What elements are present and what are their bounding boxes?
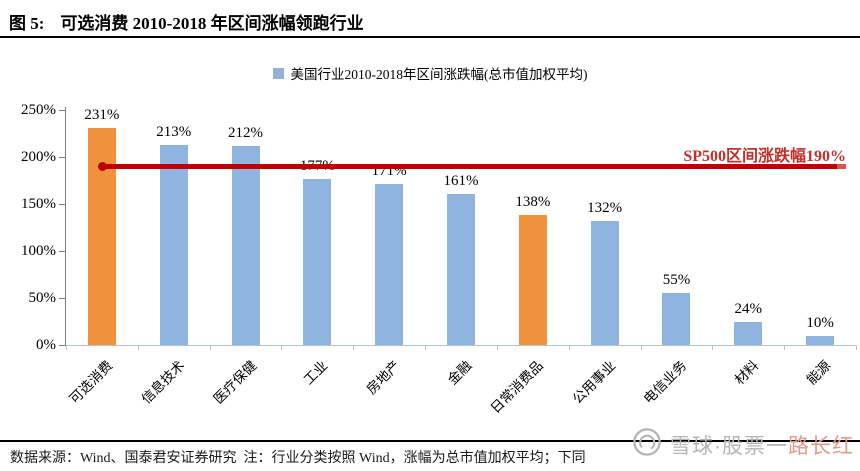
watermark-text: 雪球·股票一路长红 <box>670 430 854 460</box>
source-note: 数据来源：Wind、国泰君安证券研究 注：行业分类按照 Wind，涨幅为总市值加… <box>10 451 586 466</box>
legend-label: 美国行业2010-2018年区间涨跌幅(总市值加权平均) <box>290 67 588 82</box>
y-tick <box>59 298 66 299</box>
bar-value-label: 132% <box>587 199 623 216</box>
x-axis-tick <box>353 345 355 350</box>
y-tick-label: 50% <box>28 290 57 306</box>
bar <box>518 215 547 345</box>
footer-divider <box>0 440 860 442</box>
bar-value-label: 138% <box>515 194 551 211</box>
bar <box>231 145 260 345</box>
y-tick <box>59 345 66 346</box>
category-label: 电信业务 <box>641 357 690 407</box>
x-axis-line <box>66 345 856 346</box>
x-axis-tick <box>568 345 570 350</box>
category-label: 医疗保健 <box>210 357 259 407</box>
figure-number-label: 图 5: <box>9 14 45 33</box>
y-tick-label: 100% <box>21 243 56 259</box>
category-label: 金融 <box>444 357 475 388</box>
bar-slot: 212% 医疗保健 <box>210 110 282 407</box>
reference-line-label: SP500区间涨跌幅190% <box>683 148 846 165</box>
y-tick <box>59 110 66 111</box>
bar-value-label: 231% <box>84 106 120 123</box>
category-label: 可选消费 <box>66 357 116 407</box>
y-tick <box>59 157 66 158</box>
y-tick-label: 250% <box>21 102 56 118</box>
bar-slot: 231% 可选消费 <box>66 106 138 407</box>
bar <box>662 293 691 345</box>
category-label: 房地产 <box>363 357 403 398</box>
x-axis-tick <box>712 345 714 350</box>
x-axis-tick <box>496 345 498 350</box>
bar <box>590 220 619 345</box>
reference-line <box>98 161 846 171</box>
x-axis-tick <box>137 345 139 350</box>
category-label: 材料 <box>732 357 762 388</box>
x-axis-tick <box>209 345 211 350</box>
bar-slot: 132% 公用事业 <box>569 110 641 407</box>
x-axis-tick <box>66 345 67 350</box>
bar-value-label: 161% <box>443 172 479 189</box>
bar-slot: 171% 房地产 <box>353 110 425 397</box>
bar <box>159 144 188 345</box>
figure-title: 图 5: 可选消费 2010-2018 年区间涨幅领跑行业 <box>9 9 364 34</box>
bar-value-label: 212% <box>228 124 264 141</box>
x-axis-tick <box>425 345 427 350</box>
bar-slot: 213% 信息技术 <box>138 110 210 407</box>
bar-slot: 161% 金融 <box>425 110 497 388</box>
bar-chart: SP500区间涨跌幅190% 231% 可选消费 213% 信息技术 212% 医疗保健 1… <box>0 88 860 440</box>
bar-value-label: 213% <box>156 123 192 140</box>
y-tick <box>59 204 66 205</box>
figure-title-text: 可选消费 2010-2018 年区间涨幅领跑行业 <box>60 14 364 33</box>
category-label: 工业 <box>301 357 331 388</box>
bar <box>87 127 116 345</box>
bar-value-label: 24% <box>734 301 763 318</box>
x-axis-tick <box>784 345 786 350</box>
watermark: 雪球·股票一路长红 <box>632 427 854 462</box>
bar-slot: 138% 日常消费品 <box>488 110 569 416</box>
category-label: 能源 <box>803 357 834 388</box>
xueqiu-logo-icon <box>632 427 662 462</box>
y-tick-label: 0% <box>36 337 56 353</box>
bar-slot: 177%工业 <box>281 110 353 388</box>
bar-slot: 24% 材料 <box>712 110 784 388</box>
category-label: 公用事业 <box>569 357 619 407</box>
bar-slot: 55% 电信业务 <box>641 110 713 407</box>
category-label: 信息技术 <box>138 357 188 407</box>
bar-value-label: 55% <box>662 272 691 289</box>
watermark-text-red: 路长红 <box>788 434 854 458</box>
bar-value-label: 10% <box>806 314 834 331</box>
bar <box>446 193 475 345</box>
y-tick-label: 200% <box>21 149 56 165</box>
chart-legend: 美国行业2010-2018年区间涨跌幅(总市值加权平均) <box>0 63 860 83</box>
title-divider <box>0 36 860 38</box>
plot-area: SP500区间涨跌幅190% 231% 可选消费 213% 信息技术 212% 医疗保健 1… <box>66 106 856 416</box>
bar <box>806 335 835 345</box>
bar <box>375 184 404 345</box>
category-label: 日常消费品 <box>487 357 547 417</box>
bar <box>734 322 763 345</box>
x-axis-tick <box>281 345 283 350</box>
y-tick <box>59 251 66 252</box>
x-axis-tick <box>856 345 857 350</box>
legend-swatch-icon <box>272 67 284 79</box>
bar <box>303 178 332 345</box>
y-tick-label: 150% <box>21 196 56 212</box>
x-axis-tick <box>640 345 642 350</box>
bar-slot: 10% 能源 <box>784 110 856 388</box>
y-axis-line <box>65 107 66 346</box>
watermark-text-gray: 雪球·股票一 <box>670 434 788 458</box>
